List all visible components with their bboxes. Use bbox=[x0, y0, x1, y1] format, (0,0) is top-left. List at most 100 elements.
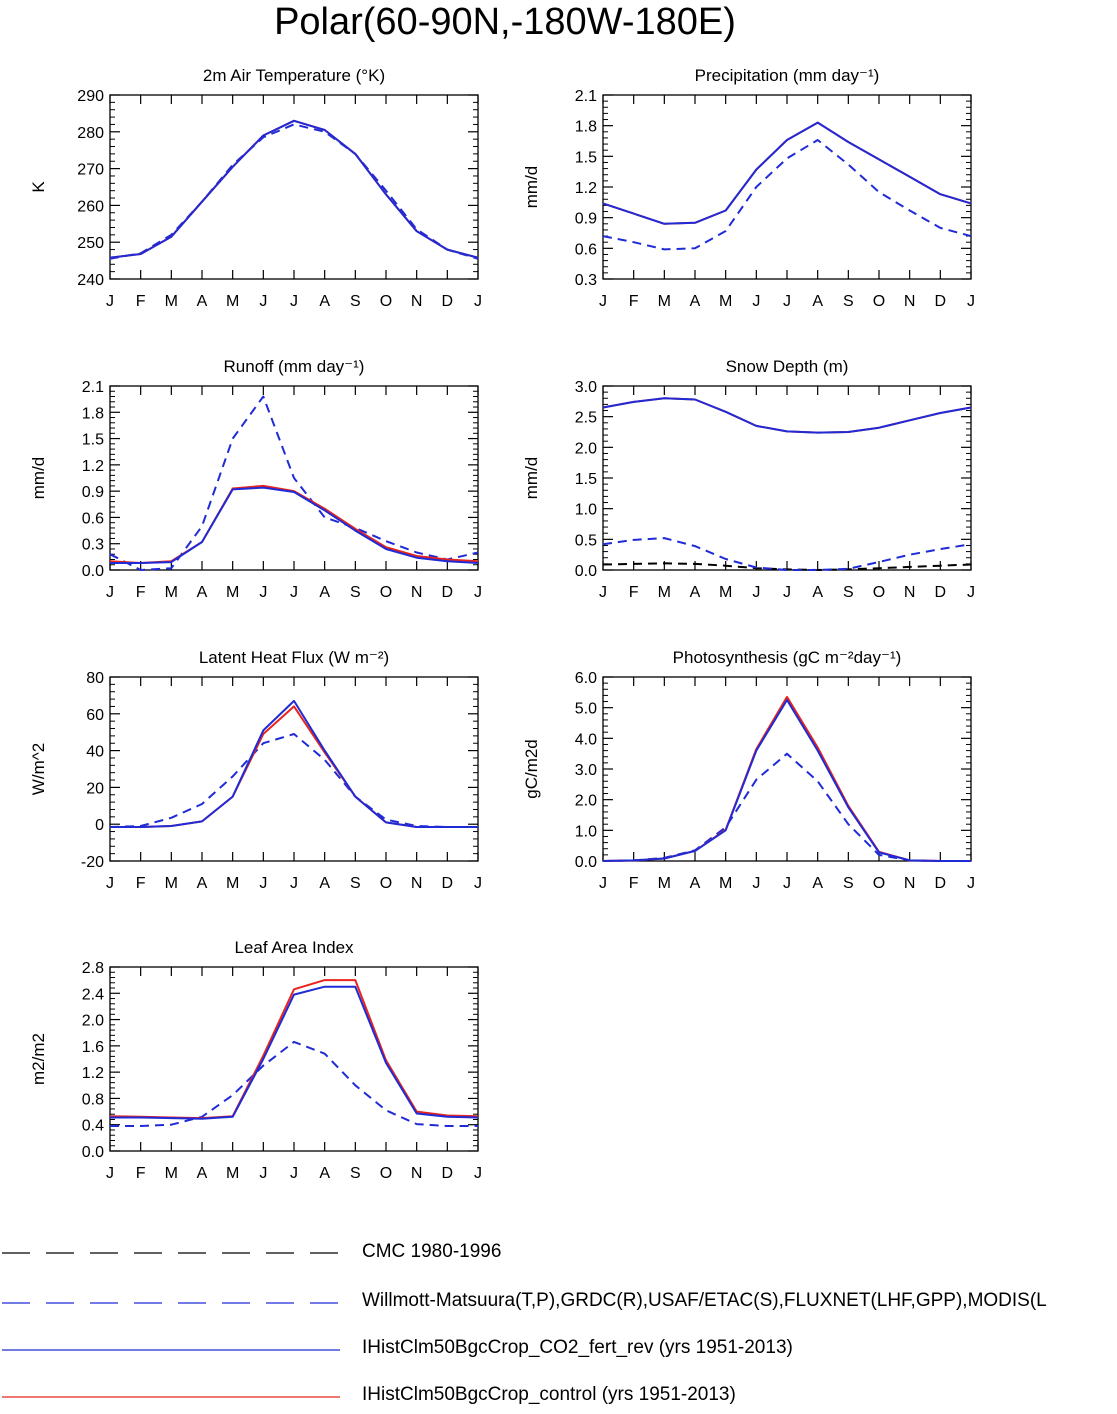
x-tick-label: M bbox=[165, 584, 178, 601]
y-tick-label: 260 bbox=[77, 198, 104, 215]
panel-2: Precipitation (mm day⁻¹) mm/d J F M A M J J A S O N D… bbox=[522, 66, 975, 310]
x-tick-label: J bbox=[967, 875, 975, 892]
y-axis-label: mm/d bbox=[29, 457, 48, 500]
y-axis-label: W/m^2 bbox=[29, 743, 48, 795]
x-tick-label: A bbox=[812, 293, 823, 310]
legend-label-control: IHistClm50BgcCrop_control (yrs 1951-2013… bbox=[362, 1384, 736, 1405]
x-tick-label: F bbox=[136, 584, 146, 601]
x-tick-label: F bbox=[136, 1165, 146, 1182]
x-tick-label: J bbox=[783, 875, 791, 892]
x-tick-label: J bbox=[599, 584, 607, 601]
x-tick-label: M bbox=[658, 584, 671, 601]
y-tick-label: 290 bbox=[77, 88, 104, 105]
series-line-obs_cmc bbox=[602, 562, 972, 571]
panel-title: Precipitation (mm day⁻¹) bbox=[695, 66, 880, 85]
x-tick-label: O bbox=[873, 584, 885, 601]
x-tick-label: J bbox=[106, 1165, 114, 1182]
y-tick-label: 2.0 bbox=[575, 440, 597, 457]
plot-frame bbox=[602, 385, 972, 571]
x-tick-label: M bbox=[165, 293, 178, 310]
series-line-obs bbox=[109, 733, 478, 828]
panel-3: Runoff (mm day⁻¹)mm/dJ F M A M J J A S O N D J0.00.3… bbox=[29, 357, 482, 601]
x-tick-label: F bbox=[629, 875, 639, 892]
x-tick-label: D bbox=[935, 875, 947, 892]
x-tick-label: A bbox=[197, 875, 208, 892]
y-tick-label: 3.0 bbox=[575, 762, 597, 779]
x-tick-label: J bbox=[259, 584, 267, 601]
x-tick-label: O bbox=[380, 293, 392, 310]
x-tick-label: J bbox=[259, 1165, 267, 1182]
x-tick-label: F bbox=[629, 584, 639, 601]
x-tick-label: N bbox=[411, 875, 423, 892]
series-line-obs bbox=[109, 395, 479, 571]
y-tick-label: 2.8 bbox=[82, 960, 104, 977]
y-tick-label: 250 bbox=[77, 235, 104, 252]
y-tick-label: 0 bbox=[95, 817, 104, 834]
y-tick-label: 2.4 bbox=[82, 986, 104, 1003]
x-tick-label: N bbox=[904, 875, 916, 892]
x-tick-label: S bbox=[350, 1165, 361, 1182]
x-tick-label: J bbox=[474, 584, 482, 601]
x-tick-label: M bbox=[719, 293, 732, 310]
series-line-control bbox=[109, 979, 479, 1120]
y-axis-label: mm/d bbox=[522, 166, 541, 209]
x-tick-label: D bbox=[442, 875, 454, 892]
panel-title: Snow Depth (m) bbox=[726, 357, 849, 376]
y-tick-label: 0.3 bbox=[575, 272, 597, 289]
y-tick-label: 1.2 bbox=[575, 180, 597, 197]
x-tick-label: A bbox=[197, 293, 208, 310]
x-tick-label: J bbox=[474, 1165, 482, 1182]
y-tick-label: 1.2 bbox=[82, 1065, 104, 1082]
x-tick-label: M bbox=[719, 584, 732, 601]
x-tick-label: J bbox=[967, 293, 975, 310]
x-tick-label: N bbox=[411, 293, 423, 310]
panel-title: Runoff (mm day⁻¹) bbox=[224, 357, 365, 376]
plot-frame bbox=[602, 676, 972, 862]
y-tick-label: 0.5 bbox=[575, 532, 597, 549]
x-tick-label: F bbox=[136, 293, 146, 310]
x-tick-label: J bbox=[290, 875, 298, 892]
y-tick-label: 1.0 bbox=[575, 502, 597, 519]
panel-5: Latent Heat Flux (W m⁻²) W/m^2 J F M A M J J A S O N… bbox=[29, 648, 482, 892]
x-tick-label: N bbox=[411, 1165, 423, 1182]
y-tick-label: 3.0 bbox=[575, 379, 597, 396]
series-line-co2_fert_rev bbox=[109, 119, 479, 259]
panel-6: Photosynthesis (gC m⁻²day⁻¹) gC/m2d J F M A M J… bbox=[522, 648, 975, 892]
y-tick-label: 1.8 bbox=[82, 405, 104, 422]
x-tick-label: J bbox=[474, 293, 482, 310]
x-tick-label: A bbox=[690, 584, 701, 601]
y-tick-label: 2.5 bbox=[575, 410, 597, 427]
series-line-control bbox=[110, 705, 478, 828]
series-line-co2_fert_rev bbox=[602, 121, 972, 225]
panel-title: Leaf Area Index bbox=[234, 938, 354, 957]
x-tick-label: M bbox=[226, 875, 239, 892]
x-tick-label: M bbox=[226, 293, 239, 310]
x-tick-label: J bbox=[290, 584, 298, 601]
y-tick-label: 1.2 bbox=[82, 458, 104, 475]
x-tick-label: A bbox=[812, 875, 823, 892]
figure-title: Polar(60-90N,-180W-180E) bbox=[274, 1, 736, 43]
x-tick-label: M bbox=[226, 1165, 239, 1182]
x-tick-label: S bbox=[843, 584, 854, 601]
y-tick-label: 2.1 bbox=[575, 88, 597, 105]
x-tick-label: J bbox=[106, 875, 114, 892]
x-tick-label: J bbox=[783, 293, 791, 310]
x-tick-label: S bbox=[843, 293, 854, 310]
legend-label-obs: Willmott-Matsuura(T,P),GRDC(R),USAF/ETAC… bbox=[362, 1290, 1047, 1311]
x-tick-label: M bbox=[165, 875, 178, 892]
x-tick-label: D bbox=[442, 1165, 454, 1182]
y-tick-label: 0.0 bbox=[575, 563, 597, 580]
x-tick-label: O bbox=[873, 293, 885, 310]
series-line-control bbox=[109, 119, 479, 259]
x-tick-label: A bbox=[197, 1165, 208, 1182]
x-tick-label: D bbox=[935, 584, 947, 601]
series-line-co2_fert_rev bbox=[602, 699, 971, 862]
y-tick-label: 0.9 bbox=[575, 211, 597, 228]
y-tick-label: 4.0 bbox=[575, 731, 597, 748]
x-tick-label: J bbox=[783, 584, 791, 601]
x-tick-label: J bbox=[474, 875, 482, 892]
plot-frame bbox=[109, 94, 479, 280]
x-tick-label: J bbox=[259, 293, 267, 310]
